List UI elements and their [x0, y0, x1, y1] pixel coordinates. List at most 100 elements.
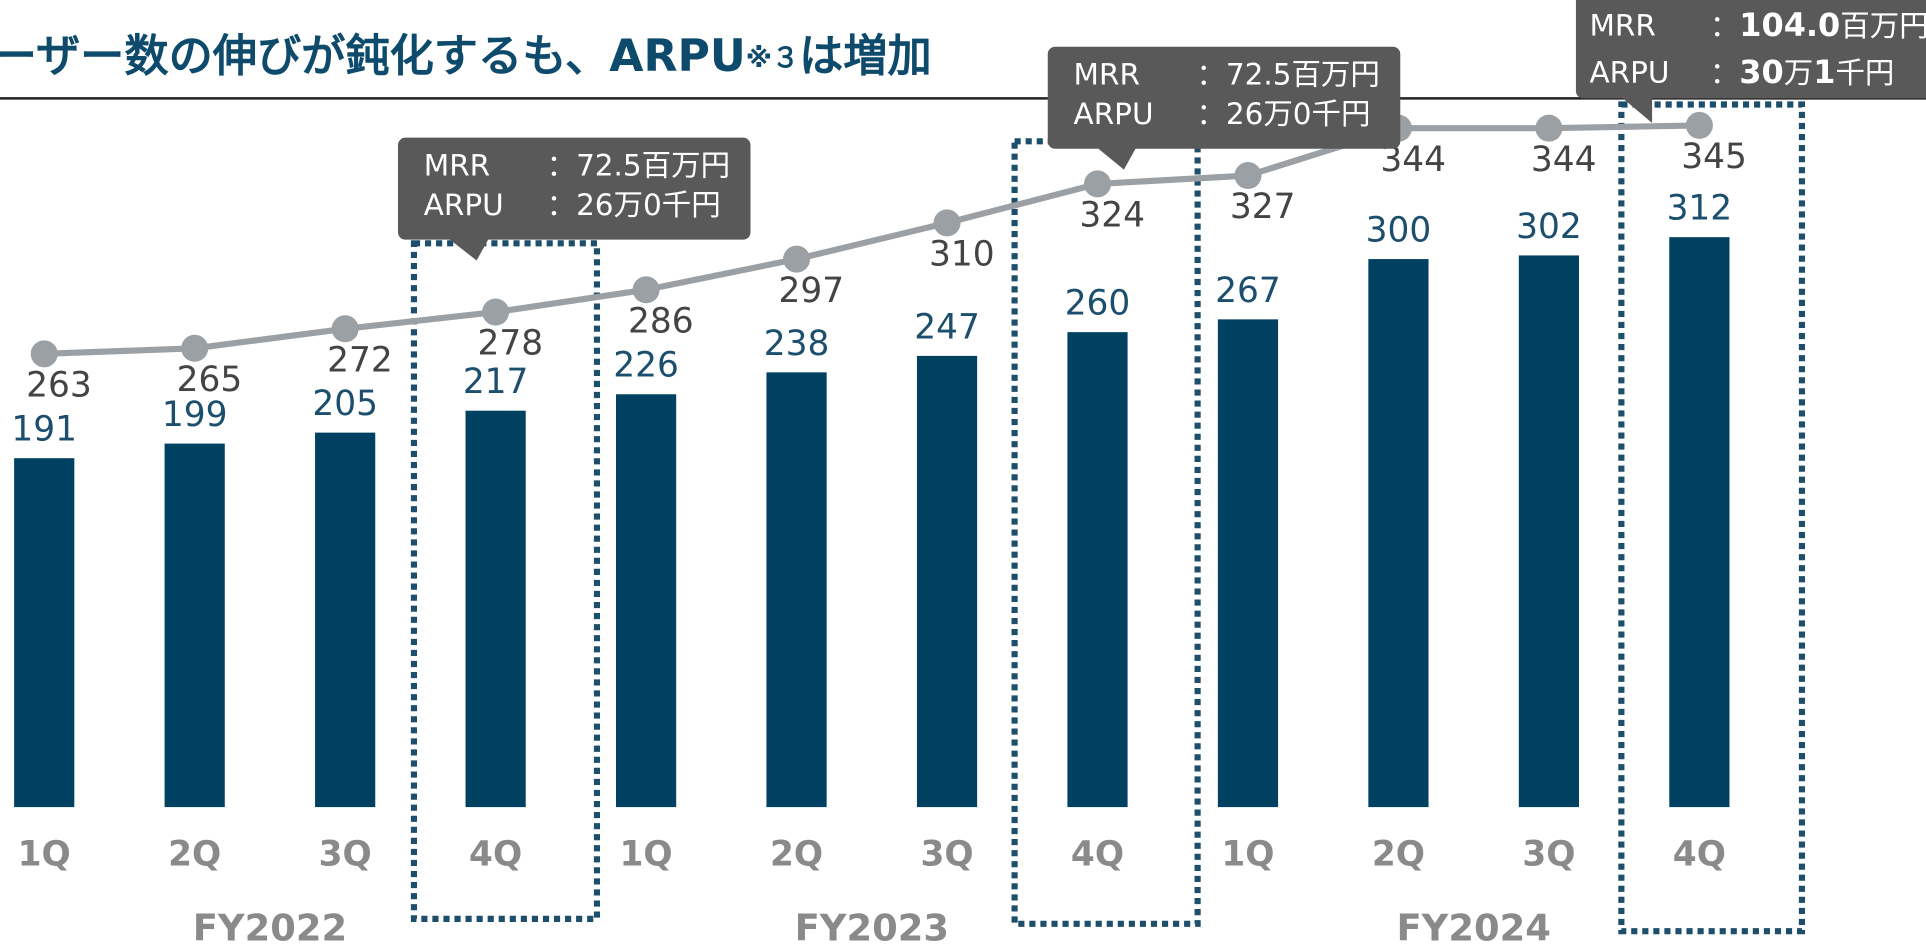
callout-label: MRR [1589, 9, 1655, 43]
callout-box [397, 137, 751, 240]
line-value-label: 286 [628, 301, 694, 341]
unit: 千円 [1835, 55, 1894, 89]
bar-value-label: 300 [1366, 211, 1432, 251]
bar-value-label: 226 [613, 346, 679, 386]
line-value-label: 345 [1681, 137, 1747, 177]
bar-value-label: 191 [11, 410, 77, 450]
line-value-label: 327 [1230, 187, 1296, 227]
group-label: FY2023 [795, 906, 949, 946]
bar [14, 458, 75, 808]
line-value-label: 297 [778, 271, 844, 311]
line-point [482, 298, 510, 326]
x-tick-label: 3Q [1522, 835, 1575, 875]
group-label: FY2022 [193, 906, 347, 946]
x-tick-label: 4Q [469, 835, 522, 875]
line-point [783, 245, 811, 273]
bar [1669, 237, 1730, 808]
callout-pointer [448, 238, 489, 261]
line-value-label: 310 [929, 235, 995, 275]
callout-value: ：26万0千円 [1196, 97, 1370, 131]
x-tick-label: 1Q [1221, 835, 1274, 875]
callout-pointer [1621, 97, 1653, 123]
callout-label: MRR [1074, 58, 1140, 92]
number: 104.0 [1739, 6, 1840, 44]
callout-label: MRR [424, 149, 490, 183]
colon: ： [1710, 55, 1739, 89]
callout: MRR ：104.0百万円 ARPU ：30万1千円 [1575, 0, 1926, 123]
bar-value-label: 199 [162, 395, 228, 435]
x-tick-label: 2Q [1372, 835, 1425, 875]
bar-value-label: 302 [1516, 207, 1582, 247]
line-value-label: 265 [177, 360, 243, 400]
callout-box [1575, 0, 1926, 99]
line-point [1234, 162, 1262, 190]
marks: 191 199 205 217 226 238 247 260 267 300 302 312 263 2… [11, 111, 1747, 946]
callout-value: ：104.0百万円 [1710, 6, 1926, 44]
title-main: ーザー数の伸びが鈍化するも、ARPU [0, 31, 746, 82]
bar [616, 394, 677, 808]
bar [1067, 332, 1128, 808]
line-value-label: 344 [1531, 140, 1597, 180]
callout-label: ARPU [1074, 97, 1154, 131]
line-point [1535, 114, 1563, 142]
bar [1518, 255, 1580, 808]
line-point [1083, 170, 1112, 198]
title-end: は増加 [799, 31, 932, 82]
bar-value-label: 312 [1667, 189, 1733, 229]
bar-value-label: 238 [764, 324, 830, 364]
highlight-box [1618, 101, 1806, 935]
number: 30 [1739, 53, 1783, 91]
line-value-label: 278 [478, 324, 544, 364]
x-tick-label: 2Q [770, 835, 823, 875]
x-tick-label: 1Q [620, 835, 673, 875]
callout-box [1047, 46, 1401, 149]
line-point [30, 340, 58, 368]
unit: 百万円 [1840, 9, 1926, 43]
x-tick-label: 3Q [920, 835, 973, 875]
callout-label: ARPU [424, 188, 504, 222]
callout-value: ：72.5百万円 [1196, 58, 1380, 92]
bar [164, 443, 225, 808]
line-value-label: 324 [1079, 196, 1145, 236]
line [44, 122, 1700, 357]
bar-value-label: 217 [463, 362, 529, 402]
title-note: ※３ [746, 43, 799, 74]
bar [1217, 319, 1279, 808]
group-label: FY2024 [1397, 906, 1551, 946]
callout-value: ：30万1千円 [1710, 53, 1895, 91]
number: 1 [1813, 53, 1835, 91]
line-point [933, 209, 961, 237]
line-point [331, 315, 359, 343]
x-tick-label: 3Q [319, 835, 372, 875]
callout: MRR ：72.5百万円 ARPU ：26万0千円 [397, 137, 751, 261]
line-value-label: 272 [327, 340, 393, 380]
bar-value-label: 205 [312, 384, 378, 424]
bar [916, 355, 978, 808]
unit: 万 [1784, 55, 1813, 89]
line-point [1685, 111, 1713, 139]
bar-value-label: 247 [914, 307, 980, 347]
callout: MRR ：72.5百万円 ARPU ：26万0千円 [1047, 46, 1401, 170]
x-tick-label: 2Q [168, 835, 221, 875]
bar [315, 432, 376, 808]
x-tick-label: 1Q [18, 835, 71, 875]
line-point [632, 276, 660, 304]
callout-pointer [1096, 147, 1137, 170]
bar [1368, 259, 1429, 808]
colon: ： [1710, 9, 1739, 43]
chart-title: ーザー数の伸びが鈍化するも、ARPU※３は増加 [0, 31, 932, 82]
bar-value-label: 267 [1215, 271, 1281, 311]
highlight-box [410, 240, 601, 922]
callout-value: ：26万0千円 [547, 188, 721, 222]
callout-label: ARPU [1589, 55, 1669, 89]
line-point [181, 334, 209, 362]
x-tick-label: 4Q [1673, 835, 1726, 875]
callouts: MRR ：104.0百万円 ARPU ：30万1千円 MRR ：72.5百万円 AR… [397, 0, 1926, 261]
line-value-label: 263 [26, 366, 92, 406]
x-tick-label: 4Q [1071, 835, 1124, 875]
callout-value: ：72.5百万円 [547, 149, 731, 183]
bar-value-label: 260 [1065, 284, 1131, 324]
bar [465, 410, 526, 808]
